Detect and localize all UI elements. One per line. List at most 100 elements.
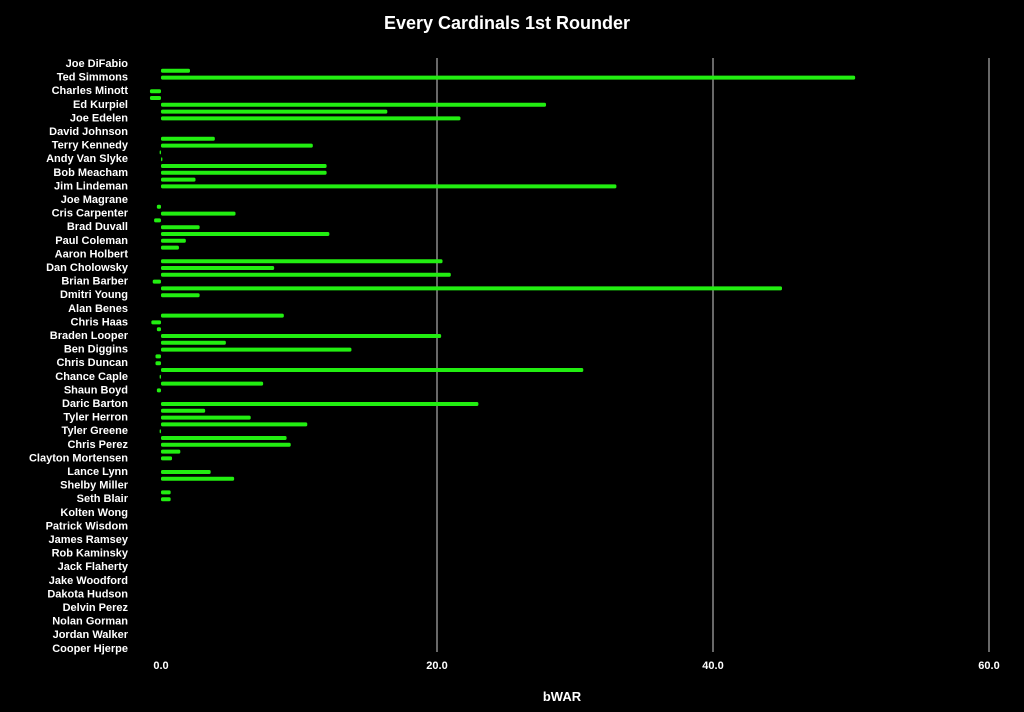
- bar: [155, 354, 161, 359]
- bar: [161, 170, 327, 175]
- bar: [161, 497, 171, 502]
- bar: [161, 116, 461, 121]
- x-axis-label: bWAR: [543, 689, 582, 704]
- y-tick-label: Chris Haas: [71, 316, 128, 328]
- bar: [161, 442, 291, 447]
- bar: [161, 75, 856, 80]
- y-tick-label: Aaron Holbert: [55, 248, 129, 260]
- bar: [156, 388, 161, 393]
- bar: [161, 340, 226, 345]
- bar: [161, 238, 186, 243]
- bar: [161, 259, 443, 264]
- y-tick-label: Lance Lynn: [67, 466, 128, 478]
- y-tick-label: Ed Kurpiel: [73, 99, 128, 111]
- y-tick-label: Seth Blair: [77, 493, 129, 505]
- bar: [161, 225, 200, 230]
- y-tick-label: Dmitri Young: [60, 289, 128, 301]
- bar: [156, 327, 161, 332]
- bar: [159, 150, 161, 155]
- bar: [161, 381, 264, 386]
- bar: [161, 109, 388, 114]
- y-tick-label: Dakota Hudson: [47, 588, 128, 600]
- y-tick-label: Shelby Miller: [60, 480, 129, 492]
- y-tick-label: Charles Minott: [52, 85, 129, 97]
- bar: [161, 422, 308, 427]
- bar: [161, 266, 275, 270]
- bars: [149, 68, 856, 502]
- y-tick-label: Joe DiFabio: [66, 58, 129, 70]
- bar: [161, 470, 211, 474]
- y-tick-label: Ted Simmons: [57, 72, 128, 84]
- x-tick-label: 0.0: [153, 660, 168, 672]
- y-tick-label: Patrick Wisdom: [46, 520, 129, 532]
- bar: [161, 272, 451, 277]
- y-tick-label: Kolten Wong: [60, 507, 128, 519]
- y-tick-label: Andy Van Slyke: [46, 153, 128, 165]
- y-tick-label: Jack Flaherty: [58, 561, 129, 573]
- bar: [161, 136, 215, 141]
- bar: [151, 320, 161, 325]
- y-tick-label: Cooper Hjerpe: [52, 643, 128, 655]
- bar: [159, 429, 161, 434]
- y-tick-label: Chris Duncan: [56, 357, 128, 369]
- y-tick-label: Delvin Perez: [63, 602, 129, 614]
- bar: [161, 102, 547, 107]
- bar: [161, 232, 330, 236]
- y-tick-label: Shaun Boyd: [64, 384, 128, 396]
- y-tick-label: Chance Caple: [55, 371, 128, 383]
- y-tick-label: Chris Perez: [67, 439, 128, 451]
- y-tick-label: Daric Barton: [62, 398, 128, 410]
- y-tick-label: Brian Barber: [61, 276, 128, 288]
- bar: [155, 361, 161, 366]
- y-tick-label: Dan Cholowsky: [46, 262, 129, 274]
- bar: [161, 245, 179, 250]
- bar: [152, 279, 161, 284]
- bar: [161, 184, 617, 189]
- chart-title: Every Cardinals 1st Rounder: [384, 13, 630, 33]
- x-tick-label: 60.0: [978, 660, 999, 672]
- bar: [156, 204, 161, 209]
- y-tick-label: Jake Woodford: [49, 575, 128, 587]
- bar: [161, 293, 200, 298]
- y-tick-label: Joe Edelen: [70, 112, 128, 124]
- bar: [149, 89, 161, 94]
- bar: [161, 415, 251, 420]
- bar: [161, 476, 235, 481]
- grid-lines: [436, 58, 990, 652]
- y-tick-label: James Ramsey: [48, 534, 128, 546]
- bar: [154, 218, 161, 223]
- bar: [161, 408, 206, 413]
- bar: [161, 313, 284, 318]
- bar: [161, 211, 236, 216]
- bar: [149, 96, 161, 100]
- bar: [161, 347, 352, 352]
- x-tick-label: 20.0: [426, 660, 447, 672]
- y-tick-label: Braden Looper: [50, 330, 129, 342]
- bar: [161, 68, 190, 73]
- y-tick-label: Nolan Gorman: [52, 616, 128, 628]
- y-tick-label: Ben Diggins: [64, 344, 128, 356]
- y-tick-label: Joe Magrane: [61, 194, 128, 206]
- bar: [161, 334, 442, 338]
- y-tick-label: Jim Lindeman: [54, 180, 128, 192]
- bar: [161, 286, 782, 291]
- y-tick-label: Paul Coleman: [55, 235, 128, 247]
- bar: [161, 436, 287, 440]
- bar: [161, 402, 479, 406]
- y-tick-label: David Johnson: [49, 126, 128, 138]
- y-tick-label: Tyler Herron: [63, 412, 128, 424]
- bar: [161, 490, 171, 495]
- bar: [161, 177, 196, 182]
- x-axis-ticks: 0.0 20.0 40.0 60.0: [153, 660, 999, 672]
- y-tick-label: Terry Kennedy: [52, 140, 129, 152]
- y-tick-label: Alan Benes: [68, 303, 128, 315]
- bar: [161, 164, 327, 168]
- bar: [161, 157, 163, 162]
- x-tick-label: 40.0: [702, 660, 723, 672]
- y-tick-label: Brad Duvall: [67, 221, 128, 233]
- bar: [161, 456, 173, 461]
- y-tick-label: Jordan Walker: [53, 629, 129, 641]
- y-tick-label: Clayton Mortensen: [29, 452, 128, 464]
